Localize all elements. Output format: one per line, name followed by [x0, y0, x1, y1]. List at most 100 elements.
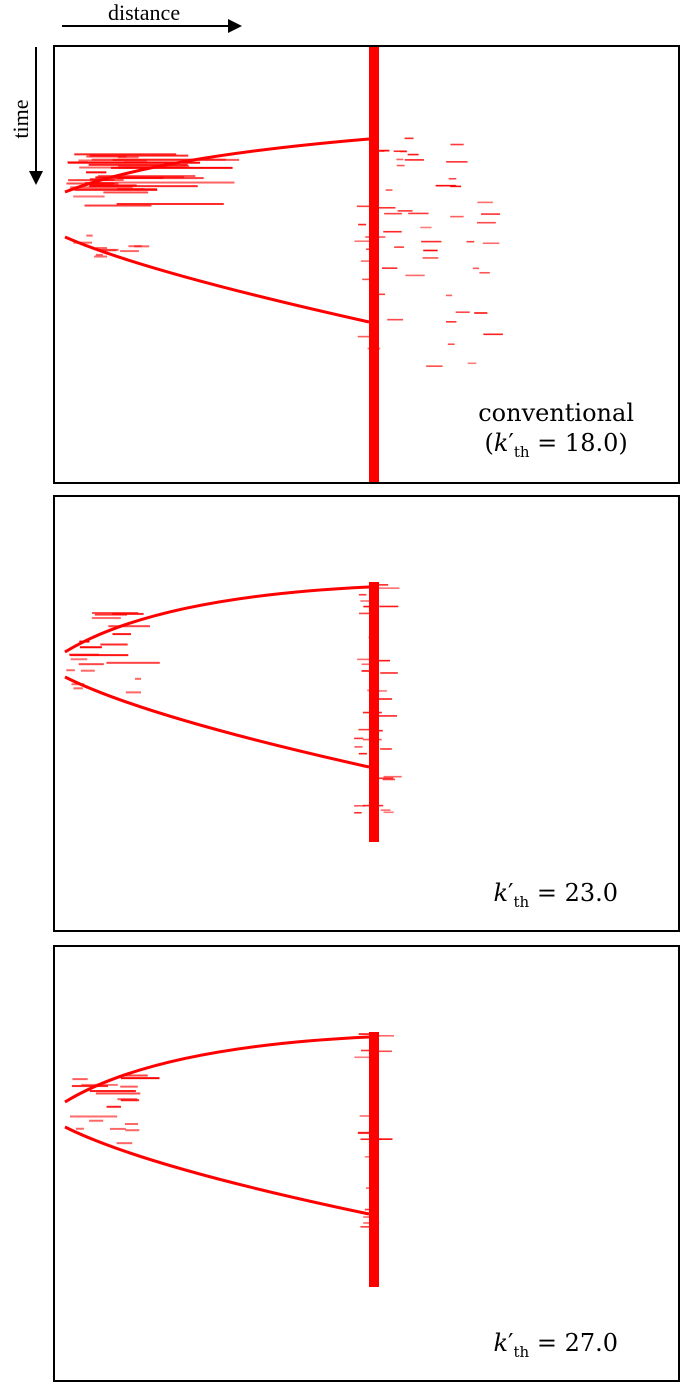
noise-dash: [365, 236, 386, 238]
time-axis-label: time: [8, 99, 33, 139]
noise-dash: [358, 728, 379, 731]
noise-dash: [396, 164, 405, 167]
noise-dash: [354, 1056, 374, 1059]
noise-dash: [95, 1092, 141, 1095]
noise-dash: [66, 182, 119, 185]
noise-dash: [89, 1119, 104, 1122]
noise-dash: [94, 255, 108, 258]
noise-dash: [380, 672, 398, 674]
panel-k-27: k′th = 27.0: [53, 945, 680, 1382]
noise-dash: [72, 1078, 88, 1081]
noise-dash: [360, 260, 375, 262]
noise-dash: [95, 253, 103, 256]
noise-dash: [408, 212, 429, 215]
noise-dash: [385, 189, 393, 191]
wall-bar: [369, 47, 379, 482]
noise-dash: [134, 245, 150, 248]
noise-dash: [91, 184, 114, 187]
noise-dash: [74, 188, 158, 191]
noise-dash: [407, 153, 419, 156]
noise-dash: [383, 775, 402, 778]
noise-dash: [476, 221, 496, 224]
noise-dash: [387, 318, 404, 321]
noise-dash: [117, 1098, 138, 1101]
noise-dash: [75, 1127, 84, 1130]
noise-dash: [67, 161, 88, 164]
noise-dash: [450, 143, 464, 146]
noise-dash: [70, 658, 88, 661]
noise-dash: [73, 687, 83, 690]
noise-dash: [447, 343, 455, 346]
noise-dash: [384, 212, 402, 215]
noise-dash: [89, 154, 189, 157]
noise-dash: [354, 746, 363, 748]
trace-plot: [64, 47, 503, 482]
noise-dash: [103, 191, 149, 194]
noise-dash: [79, 646, 102, 649]
noise-dash: [405, 274, 425, 277]
noise-dash: [97, 249, 117, 252]
noise-dash: [482, 242, 500, 245]
noise-dash: [372, 1034, 394, 1037]
noise-dash: [366, 248, 373, 250]
caption-formula: (k′th = 18.0): [484, 429, 628, 462]
noise-dash: [370, 690, 387, 692]
lower-front: [64, 1125, 370, 1216]
noise-dash: [374, 1138, 393, 1140]
noise-dash: [112, 158, 240, 161]
noise-dash: [81, 1083, 118, 1086]
noise-dash: [374, 206, 396, 209]
noise-dash: [479, 271, 490, 274]
noise-dash: [360, 600, 380, 602]
noise-dash: [382, 778, 396, 781]
noise-dash: [481, 213, 501, 215]
noise-dash: [362, 278, 379, 281]
noise-dash: [363, 1222, 380, 1224]
noise-dash: [86, 155, 127, 158]
time-arrow: [29, 47, 43, 185]
noise-dash: [118, 165, 190, 168]
noise-dash: [89, 185, 198, 188]
caption-formula: k′th = 27.0: [493, 1329, 618, 1362]
noise-dash: [125, 1129, 140, 1132]
noise-dash: [106, 661, 160, 664]
noise-dash: [423, 249, 438, 252]
noise-dash: [117, 188, 158, 191]
noise-dash: [80, 669, 95, 672]
noise-dash: [86, 171, 107, 174]
noise-dash: [354, 811, 362, 814]
noise-dash: [383, 230, 402, 233]
distance-arrow: [62, 19, 242, 33]
noise-dash: [361, 670, 373, 672]
noise-dash: [404, 159, 424, 161]
noise-dash: [404, 137, 414, 140]
noise-dash: [362, 738, 382, 741]
noise-dash: [362, 711, 382, 714]
noise-dash: [357, 1131, 372, 1134]
noise-dash: [109, 1127, 126, 1130]
wall-bar: [369, 1032, 379, 1287]
k-value: 18.0: [564, 429, 619, 458]
noise-dash: [121, 1074, 148, 1077]
noise-dash: [375, 659, 391, 662]
noise-dash: [354, 737, 364, 740]
noise-dash: [357, 658, 375, 661]
noise-dash: [477, 201, 493, 204]
noise-dash: [354, 804, 366, 807]
noise-dash: [376, 715, 398, 717]
noise-dash: [360, 1138, 382, 1141]
noise-dash: [70, 186, 133, 189]
noise-dash: [435, 184, 456, 187]
noise-dash: [74, 153, 177, 156]
noise-dash: [95, 176, 116, 179]
noise-dash: [109, 176, 164, 179]
noise-dash: [73, 241, 93, 244]
noise-dash: [364, 1208, 375, 1211]
noise-dash: [86, 234, 93, 237]
noise-dash: [358, 223, 367, 226]
panel-caption: k′th = 23.0: [493, 878, 618, 912]
noise-dash: [124, 1123, 139, 1126]
lower-front: [64, 235, 370, 324]
noise-dash: [79, 640, 90, 643]
noise-dash: [357, 335, 373, 338]
